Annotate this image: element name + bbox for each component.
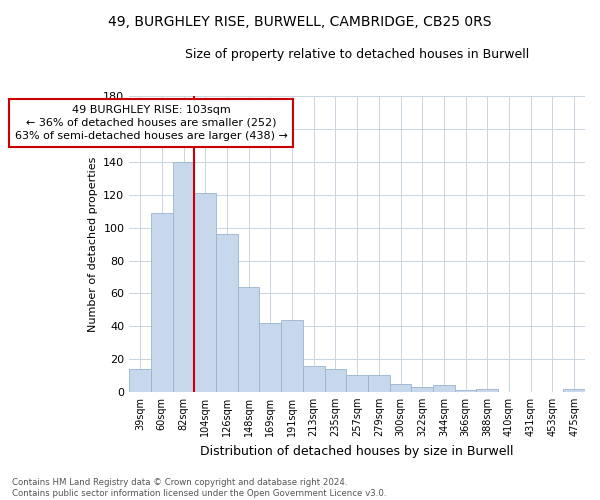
Bar bbox=[368, 376, 389, 392]
Bar bbox=[194, 193, 216, 392]
Bar bbox=[303, 366, 325, 392]
Bar bbox=[455, 390, 476, 392]
Title: Size of property relative to detached houses in Burwell: Size of property relative to detached ho… bbox=[185, 48, 529, 60]
Bar bbox=[476, 388, 498, 392]
Text: 49 BURGHLEY RISE: 103sqm
← 36% of detached houses are smaller (252)
63% of semi-: 49 BURGHLEY RISE: 103sqm ← 36% of detach… bbox=[14, 104, 287, 141]
Bar bbox=[346, 376, 368, 392]
Bar bbox=[216, 234, 238, 392]
Bar bbox=[389, 384, 412, 392]
Y-axis label: Number of detached properties: Number of detached properties bbox=[88, 156, 98, 332]
Bar bbox=[151, 213, 173, 392]
Bar bbox=[563, 388, 585, 392]
X-axis label: Distribution of detached houses by size in Burwell: Distribution of detached houses by size … bbox=[200, 444, 514, 458]
Bar bbox=[259, 323, 281, 392]
Text: Contains HM Land Registry data © Crown copyright and database right 2024.
Contai: Contains HM Land Registry data © Crown c… bbox=[12, 478, 386, 498]
Bar bbox=[173, 162, 194, 392]
Bar bbox=[238, 287, 259, 392]
Bar bbox=[412, 387, 433, 392]
Text: 49, BURGHLEY RISE, BURWELL, CAMBRIDGE, CB25 0RS: 49, BURGHLEY RISE, BURWELL, CAMBRIDGE, C… bbox=[108, 15, 492, 29]
Bar bbox=[433, 385, 455, 392]
Bar bbox=[281, 320, 303, 392]
Bar bbox=[325, 369, 346, 392]
Bar bbox=[129, 369, 151, 392]
